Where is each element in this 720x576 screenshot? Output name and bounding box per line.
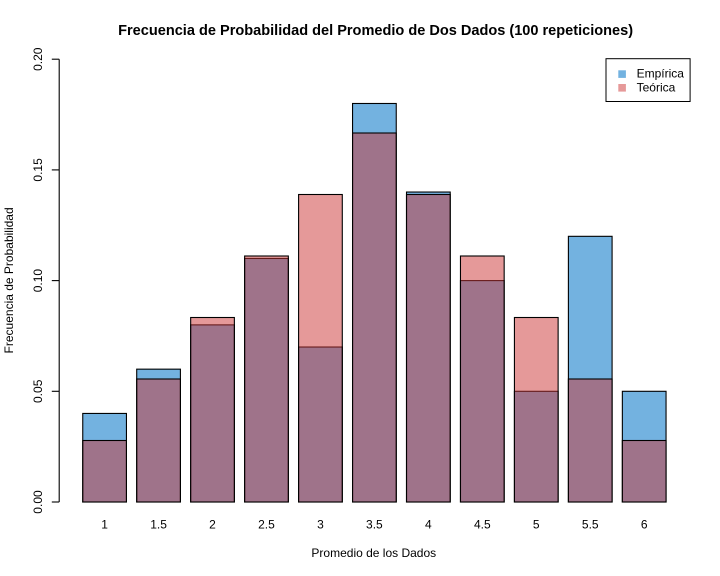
svg-text:Frecuencia de Probabilidad: Frecuencia de Probabilidad [2,207,16,353]
svg-text:4.5: 4.5 [474,517,491,531]
svg-text:3.5: 3.5 [366,517,383,531]
svg-text:2.5: 2.5 [258,517,275,531]
svg-text:0.05: 0.05 [31,379,45,403]
svg-text:5.5: 5.5 [582,517,599,531]
svg-text:5: 5 [533,517,540,531]
svg-text:1.5: 1.5 [150,517,167,531]
svg-text:6: 6 [641,517,648,531]
svg-text:3: 3 [317,517,324,531]
svg-text:Promedio de los Dados: Promedio de los Dados [311,546,436,560]
svg-text:Empírica: Empírica [637,67,685,81]
svg-text:0.10: 0.10 [31,269,45,293]
svg-text:0.00: 0.00 [31,490,45,514]
svg-text:0.15: 0.15 [31,158,45,182]
svg-text:Frecuencia de Probabilidad del: Frecuencia de Probabilidad del Promedio … [118,23,633,39]
svg-text:0.20: 0.20 [31,47,45,71]
svg-text:1: 1 [101,517,108,531]
svg-text:2: 2 [209,517,216,531]
svg-text:4: 4 [425,517,432,531]
svg-text:Teórica: Teórica [637,80,676,94]
